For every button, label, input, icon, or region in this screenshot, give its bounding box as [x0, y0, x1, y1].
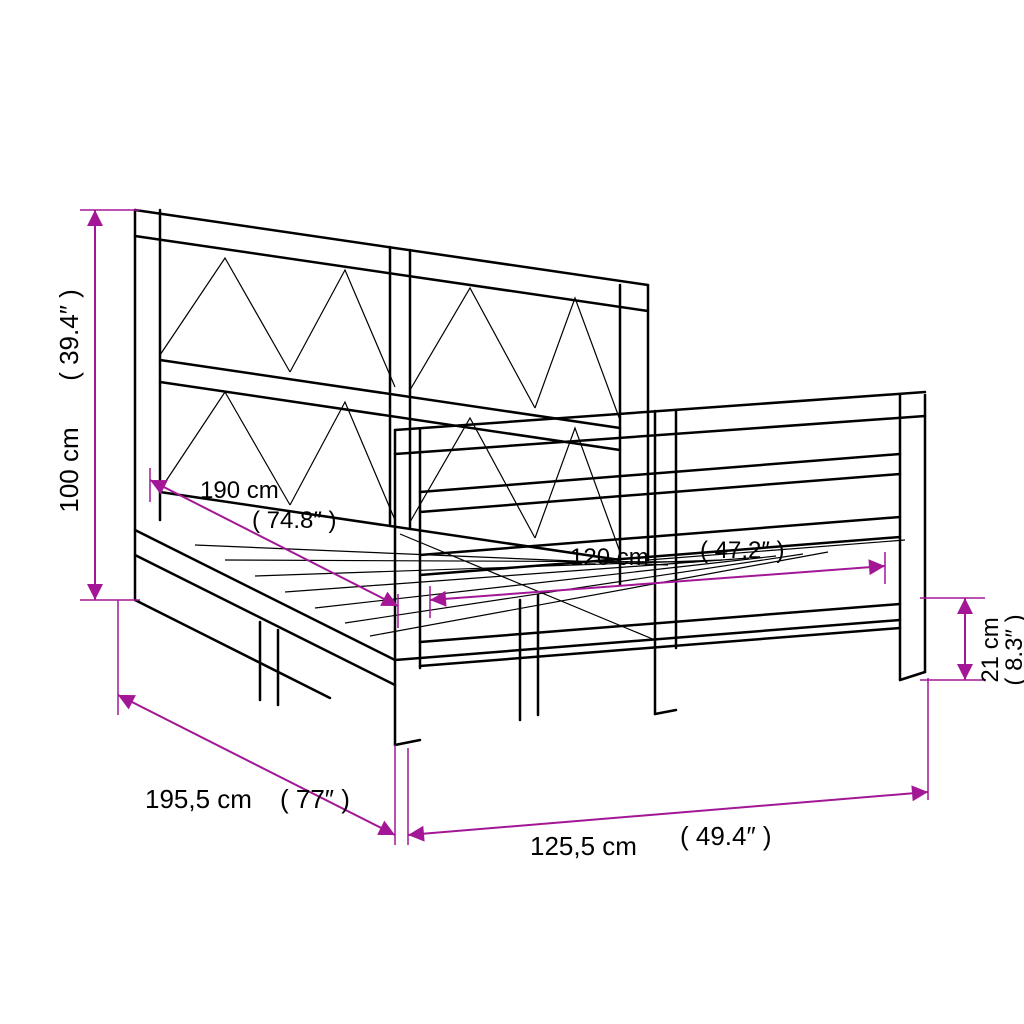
dim-outer-width-cm: 125,5 cm	[530, 831, 637, 861]
dimension-diagram: 100 cm ( 39.4″ ) 190 cm ( 74.8″ ) 120 cm…	[0, 0, 1024, 1024]
dim-height-in: ( 39.4″ )	[54, 289, 84, 381]
dim-outer-width-in: ( 49.4″ )	[680, 821, 772, 851]
dimension-lines: 100 cm ( 39.4″ ) 190 cm ( 74.8″ ) 120 cm…	[54, 210, 1024, 861]
dim-inner-length-cm: 190 cm	[200, 477, 279, 504]
dim-outer-length-cm: 195,5 cm	[145, 784, 252, 814]
dim-inner-width-in: ( 47.2″ )	[700, 537, 785, 564]
dim-clearance-cm: 21 cm	[977, 617, 1004, 682]
dim-inner-width-cm: 120 cm	[570, 544, 649, 571]
dim-outer-length-in: ( 77″ )	[280, 784, 350, 814]
dim-clearance-in: ( 8.3″ )	[1001, 614, 1024, 685]
dim-height-cm: 100 cm	[54, 427, 84, 512]
dim-inner-length-in: ( 74.8″ )	[252, 507, 337, 534]
